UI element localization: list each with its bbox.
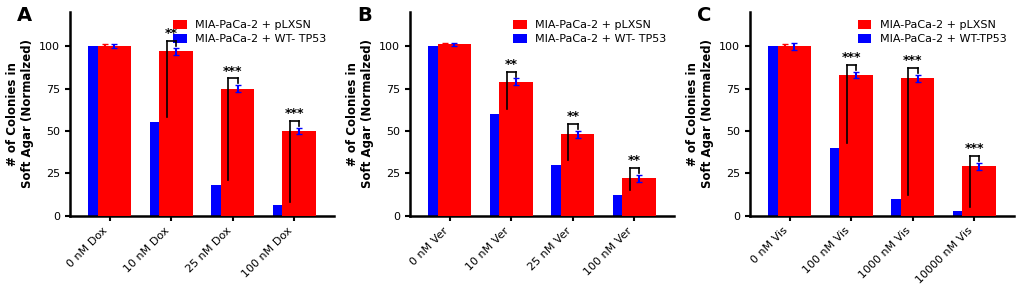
Bar bbox=[891, 199, 924, 216]
Text: ***: *** bbox=[964, 143, 983, 155]
Y-axis label: # of Colonies in
Soft Agar (Normalzed): # of Colonies in Soft Agar (Normalzed) bbox=[5, 40, 34, 189]
Bar bbox=[489, 114, 523, 216]
Bar bbox=[961, 166, 995, 216]
Text: **: ** bbox=[628, 154, 640, 167]
Text: **: ** bbox=[504, 58, 518, 71]
Text: ***: *** bbox=[284, 107, 304, 120]
Bar bbox=[612, 195, 646, 216]
Bar bbox=[776, 46, 810, 216]
Bar bbox=[220, 88, 254, 216]
Text: ***: *** bbox=[902, 54, 922, 67]
Bar bbox=[560, 134, 594, 216]
Bar bbox=[622, 178, 655, 216]
Bar bbox=[211, 185, 245, 216]
Bar bbox=[282, 131, 316, 216]
Text: **: ** bbox=[566, 110, 579, 123]
Bar bbox=[150, 123, 183, 216]
Y-axis label: # of Colonies in
Soft Agar (Normalzed): # of Colonies in Soft Agar (Normalzed) bbox=[685, 40, 713, 189]
Bar bbox=[437, 45, 471, 216]
Text: B: B bbox=[357, 6, 371, 25]
Text: **: ** bbox=[165, 27, 177, 40]
Bar bbox=[159, 51, 193, 216]
Bar bbox=[839, 75, 872, 216]
Text: A: A bbox=[17, 6, 32, 25]
Bar bbox=[900, 78, 933, 216]
Bar bbox=[952, 210, 985, 216]
Bar bbox=[89, 46, 122, 216]
Legend: MIA-PaCa-2 + pLXSN, MIA-PaCa-2 + WT-TP53: MIA-PaCa-2 + pLXSN, MIA-PaCa-2 + WT-TP53 bbox=[855, 18, 1008, 47]
Legend: MIA-PaCa-2 + pLXSN, MIA-PaCa-2 + WT- TP53: MIA-PaCa-2 + pLXSN, MIA-PaCa-2 + WT- TP5… bbox=[511, 18, 668, 47]
Bar bbox=[767, 46, 801, 216]
Text: ***: *** bbox=[841, 51, 860, 64]
Bar bbox=[498, 82, 532, 216]
Bar bbox=[273, 205, 307, 216]
Legend: MIA-PaCa-2 + pLXSN, MIA-PaCa-2 + WT- TP53: MIA-PaCa-2 + pLXSN, MIA-PaCa-2 + WT- TP5… bbox=[171, 18, 328, 47]
Text: C: C bbox=[696, 6, 710, 25]
Bar bbox=[428, 46, 462, 216]
Text: ***: *** bbox=[223, 65, 243, 77]
Bar bbox=[551, 165, 585, 216]
Y-axis label: # of Colonies in
Soft Agar (Normalzed): # of Colonies in Soft Agar (Normalzed) bbox=[345, 40, 373, 189]
Bar bbox=[98, 46, 131, 216]
Bar bbox=[829, 148, 863, 216]
